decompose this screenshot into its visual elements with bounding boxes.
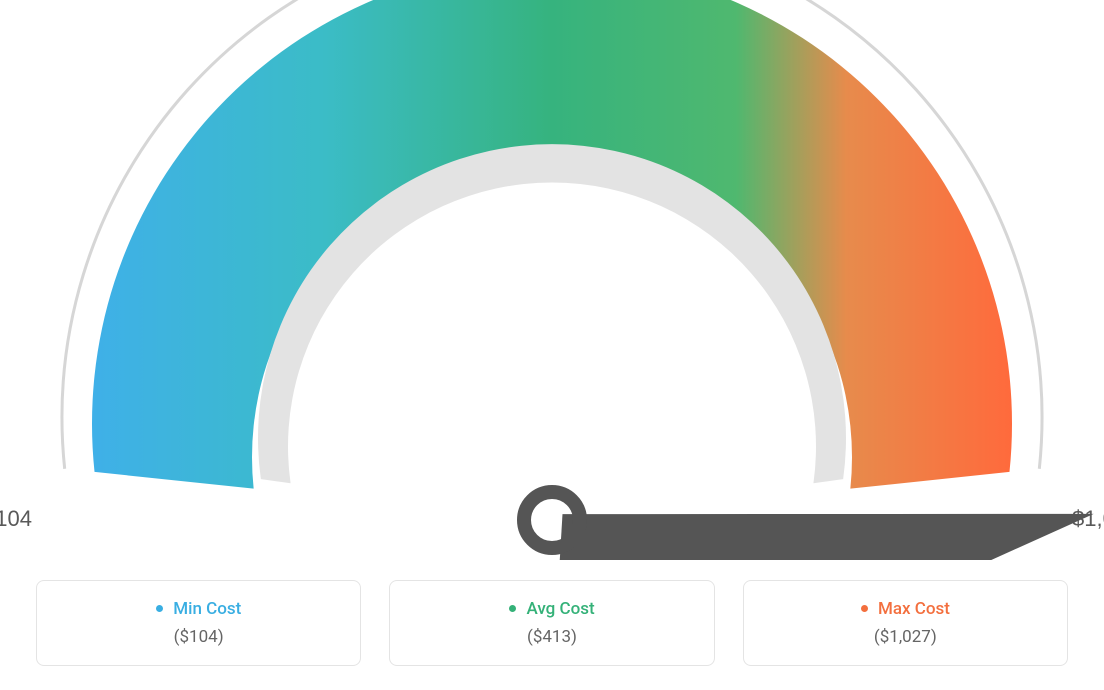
avg-cost-label-text: Avg Cost bbox=[527, 599, 595, 619]
avg-cost-value: ($413) bbox=[390, 627, 713, 647]
avg-cost-label: Avg Cost bbox=[390, 599, 713, 619]
cost-summary-cards: Min Cost ($104) Avg Cost ($413) Max Cost… bbox=[36, 580, 1068, 666]
max-cost-card: Max Cost ($1,027) bbox=[743, 580, 1068, 666]
avg-cost-card: Avg Cost ($413) bbox=[389, 580, 714, 666]
min-cost-value: ($104) bbox=[37, 627, 360, 647]
svg-text:$104: $104 bbox=[0, 506, 32, 531]
max-cost-label-text: Max Cost bbox=[878, 599, 950, 619]
min-cost-label-text: Min Cost bbox=[173, 599, 241, 619]
max-cost-label: Max Cost bbox=[744, 599, 1067, 619]
avg-cost-dot bbox=[509, 605, 516, 612]
max-cost-value: ($1,027) bbox=[744, 627, 1067, 647]
cost-gauge: $104$181$258$413$618$823$1,027 bbox=[0, 0, 1104, 560]
min-cost-label: Min Cost bbox=[37, 599, 360, 619]
min-cost-dot bbox=[156, 605, 163, 612]
min-cost-card: Min Cost ($104) bbox=[36, 580, 361, 666]
max-cost-dot bbox=[861, 605, 868, 612]
